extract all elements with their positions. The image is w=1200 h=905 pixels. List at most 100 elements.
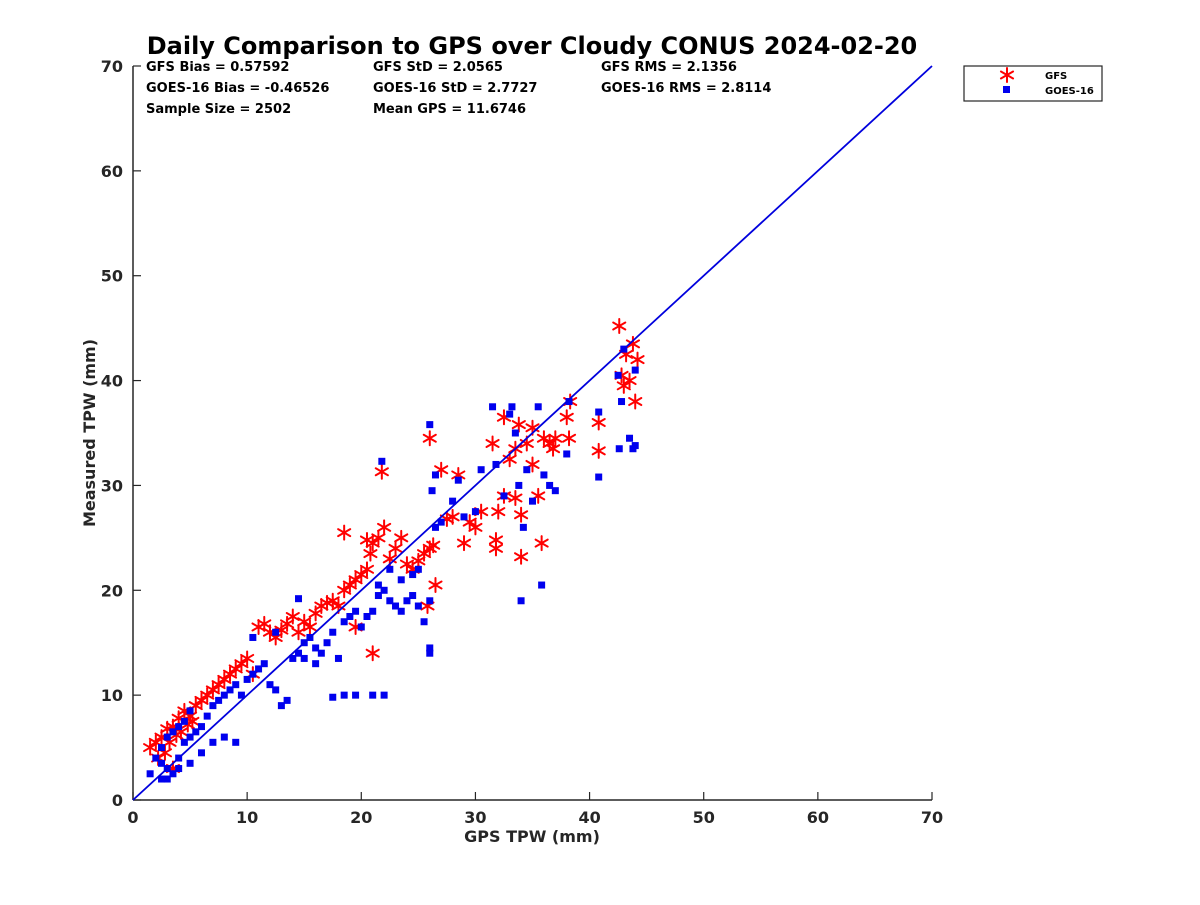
goes16-point [477,466,485,474]
goes16-point [380,691,388,699]
goes16-point [426,421,434,429]
goes16-point [454,476,462,484]
goes16-point [409,571,417,579]
gfs-point [514,506,529,523]
gfs-point [143,739,158,756]
goes16-point [386,565,394,573]
goes16-point [277,702,285,710]
goes16-point [272,686,280,694]
goes16-point [565,398,573,406]
goes16-point [346,613,354,620]
gfs-point [337,524,352,541]
gfs-point [200,687,215,704]
goes16-point [460,513,468,521]
stat-gfs-std: GFS StD = 2.0565 [373,60,503,75]
goes16-point [180,738,188,746]
gfs-point [428,577,443,594]
goes16-point [426,644,434,652]
goes16-point [515,481,523,489]
goes16-point [538,581,546,589]
gfs-point [548,430,563,447]
gfs-point [534,535,549,552]
goes16-point [374,592,382,600]
gfs-point [511,416,526,433]
gfs-point [456,535,472,552]
gfs-point [468,519,483,536]
goes16-point [529,497,536,505]
goes16-point [152,754,160,762]
gfs-point [291,624,306,641]
goes16-point [471,508,479,516]
goes16-point [266,681,274,689]
gfs-point [348,571,363,588]
gfs-point [625,335,641,352]
y-tick-label: 50 [101,267,123,286]
gfs-point [426,537,441,554]
goes16-point [169,728,177,736]
gfs-point [194,692,209,709]
gfs-point [514,548,529,565]
goes16-point [386,597,394,605]
goes16-point [186,759,194,767]
gfs-point [559,409,574,426]
goes16-point [426,649,434,657]
legend-gfs-marker [999,67,1015,83]
goes16-point [431,471,439,479]
gfs-point [508,490,523,507]
goes16-point [369,691,377,699]
stat-gfs-rms: GFS RMS = 2.1356 [601,60,737,75]
gfs-point [394,529,409,546]
stat-gfs-bias: GFS Bias = 0.57592 [146,60,289,75]
goes16-point [232,738,240,746]
x-tick-label: 40 [578,808,600,827]
goes16-point [492,460,500,468]
goes16-point [631,442,639,450]
x-tick-label: 50 [693,808,715,827]
goes16-point [500,492,508,500]
x-tick-label: 20 [350,808,372,827]
goes16-point [146,770,154,778]
goes16-point [232,681,240,689]
goes16-point [397,607,405,615]
gfs-point [485,435,500,452]
y-tick-label: 60 [101,162,123,181]
stat-goes-std: GOES-16 StD = 2.7727 [373,81,537,96]
gfs-point [536,430,551,447]
legend-gfs-label: GFS [1045,71,1067,82]
gfs-point [359,561,375,578]
goes16-point [289,654,297,662]
gfs-point [591,414,606,431]
gfs-point [297,613,312,630]
gfs-point [561,430,577,447]
stat-mean-gps: Mean GPS = 11.6746 [373,102,526,117]
gfs-point [417,545,432,562]
goes16-point [551,487,559,495]
goes16-point [295,649,303,657]
goes16-point [329,693,337,701]
goes16-point [323,639,331,647]
goes16-point [489,403,497,411]
gfs-point [491,503,506,520]
goes16-point [197,749,205,757]
gfs-point [228,660,243,677]
gfs-point [363,545,378,562]
gfs-point [365,645,380,662]
goes16-point [186,733,194,741]
goes16-point [631,366,639,374]
goes16-point [226,686,234,694]
gfs-point [205,681,220,698]
goes16-point [295,595,303,603]
goes16-point [260,660,268,668]
goes16-point [426,597,434,605]
gfs-point [445,508,460,525]
goes16-point [180,717,188,725]
goes16-point [618,398,626,406]
gfs-point [616,377,631,394]
goes16-point [508,403,516,411]
gfs-point [612,318,627,335]
gfs-point [217,671,232,688]
goes16-point [243,675,251,683]
goes16-point [329,628,337,636]
y-tick-label: 70 [101,57,123,76]
